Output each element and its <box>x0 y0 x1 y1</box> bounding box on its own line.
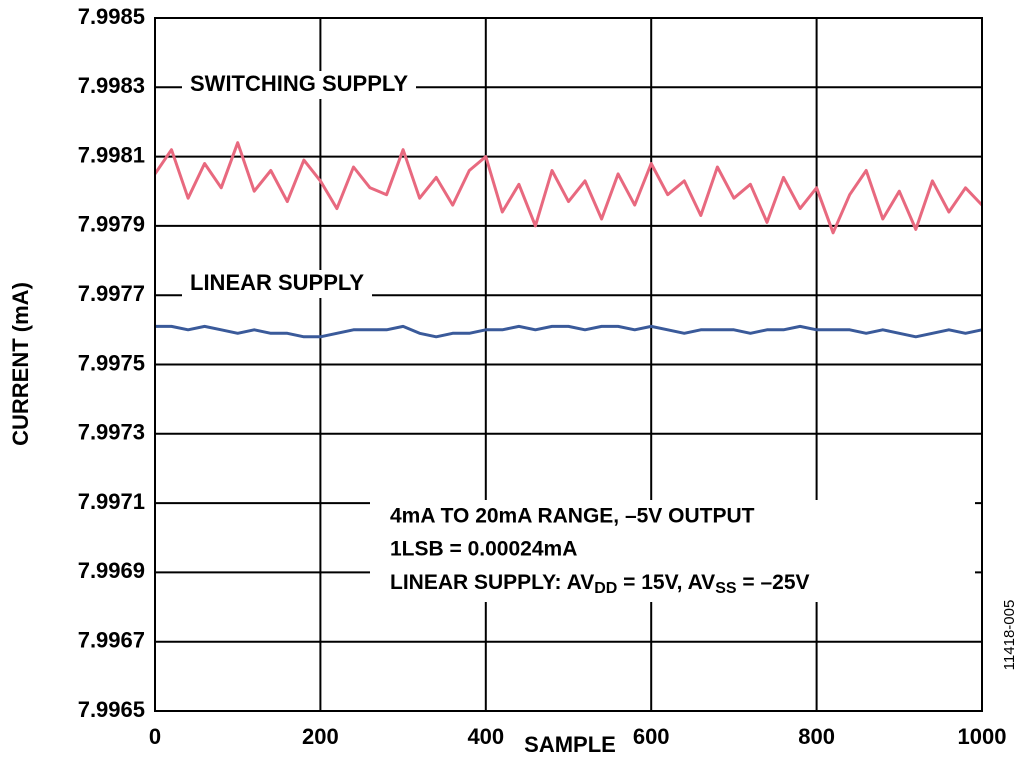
y-tick-label: 7.9981 <box>78 142 145 167</box>
plot-frame <box>154 17 983 712</box>
y-tick-label: 7.9979 <box>78 212 145 237</box>
y-tick-label: 7.9977 <box>78 281 145 306</box>
y-tick-label: 7.9967 <box>78 628 145 653</box>
annotation-part: = 15V, AV <box>617 571 715 594</box>
x-tick-label: 800 <box>798 724 835 749</box>
annotation-part: LINEAR SUPPLY: AV <box>390 571 594 594</box>
subscript: SS <box>715 580 737 597</box>
x-tick-label: 1000 <box>958 724 1007 749</box>
annotation: LINEAR SUPPLY: AVDD = 15V, AVSS = –25V <box>390 571 810 598</box>
label-background <box>182 270 373 298</box>
label-background <box>182 71 416 99</box>
annotation-background <box>370 500 975 602</box>
annotation: 1LSB = 0.00024mA <box>390 538 577 561</box>
x-tick-label: 400 <box>467 724 504 749</box>
series-line <box>155 324 983 339</box>
x-tick-label: 200 <box>302 724 339 749</box>
figure-id: 11418-005 <box>1001 600 1018 671</box>
y-tick-label: 7.9975 <box>78 350 145 375</box>
series-line <box>153 141 984 235</box>
y-tick-label: 7.9965 <box>78 697 145 722</box>
annotation: 4mA TO 20mA RANGE, –5V OUTPUT <box>390 505 755 528</box>
legend-label: SWITCHING SUPPLY <box>190 71 408 96</box>
annotation-part: = –25V <box>737 571 810 594</box>
y-tick-label: 7.9983 <box>78 73 145 98</box>
x-tick-label: 0 <box>149 724 161 749</box>
y-tick-label: 7.9973 <box>78 420 145 445</box>
legend-label: LINEAR SUPPLY <box>190 270 364 295</box>
y-tick-label: 7.9969 <box>78 558 145 583</box>
x-axis-label: SAMPLE <box>524 732 616 757</box>
subscript: DD <box>594 580 617 597</box>
y-axis-label: CURRENT (mA) <box>8 282 33 446</box>
x-tick-label: 600 <box>633 724 670 749</box>
y-tick-label: 7.9971 <box>78 489 145 514</box>
y-tick-label: 7.9985 <box>78 4 145 29</box>
